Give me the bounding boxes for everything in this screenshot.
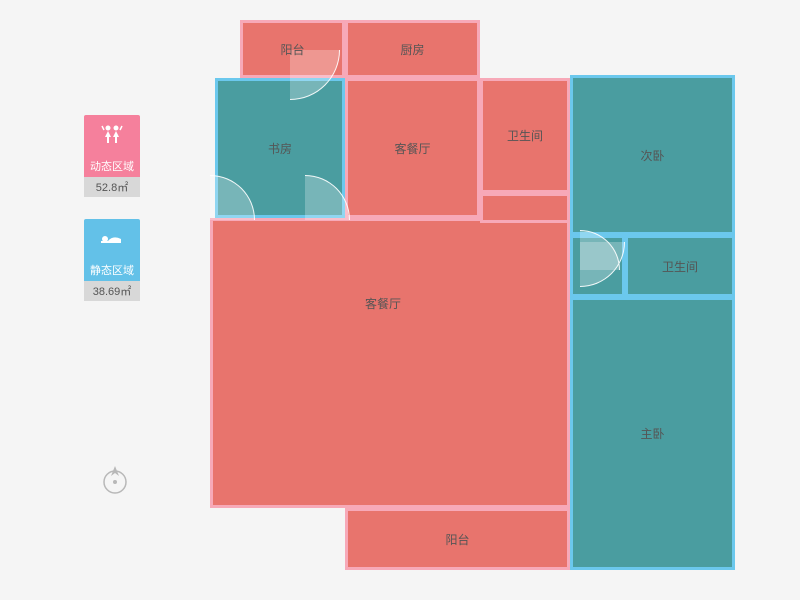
room-second-bedroom: 次卧 (570, 75, 735, 235)
legend-dynamic-icon-box (84, 115, 140, 155)
legend-static-icon-box (84, 219, 140, 259)
room-label-master-bedroom: 主卧 (640, 425, 664, 442)
room-master-bedroom: 主卧 (570, 297, 735, 570)
room-label-kitchen: 厨房 (400, 41, 424, 58)
room-bathroom1: 卫生间 (480, 78, 570, 193)
compass-icon (98, 462, 132, 501)
room-balcony-bottom: 阳台 (345, 508, 570, 570)
legend-static-label: 静态区域 (84, 259, 140, 281)
room-label-balcony-bottom: 阳台 (445, 531, 469, 548)
room-kitchen: 厨房 (345, 20, 480, 78)
legend-static-value: 38.69㎡ (84, 281, 140, 301)
room-living-wide (210, 218, 570, 508)
room-corridor (480, 193, 570, 223)
room-label-balcony-top: 阳台 (280, 41, 304, 58)
room-bathroom2: 卫生间 (625, 235, 735, 297)
sleep-icon (99, 229, 125, 249)
legend-panel: 动态区域 52.8㎡ 静态区域 38.69㎡ (84, 115, 140, 323)
legend-dynamic-label: 动态区域 (84, 155, 140, 177)
room-living: 客餐厅 (345, 78, 480, 218)
room-label-second-bedroom: 次卧 (640, 147, 664, 164)
legend-static: 静态区域 38.69㎡ (84, 219, 140, 301)
floorplan: 阳台厨房书房卫生间次卧客餐厅卫生间主卧阳台客餐厅 (210, 20, 740, 580)
legend-dynamic-value: 52.8㎡ (84, 177, 140, 197)
room-label-bathroom2: 卫生间 (662, 258, 698, 275)
room-label-bathroom1: 卫生间 (507, 127, 543, 144)
room-label-living: 客餐厅 (394, 140, 430, 157)
legend-dynamic: 动态区域 52.8㎡ (84, 115, 140, 197)
people-icon (100, 123, 124, 147)
room-label-living-main: 客餐厅 (365, 295, 401, 312)
room-label-study: 书房 (268, 140, 292, 157)
